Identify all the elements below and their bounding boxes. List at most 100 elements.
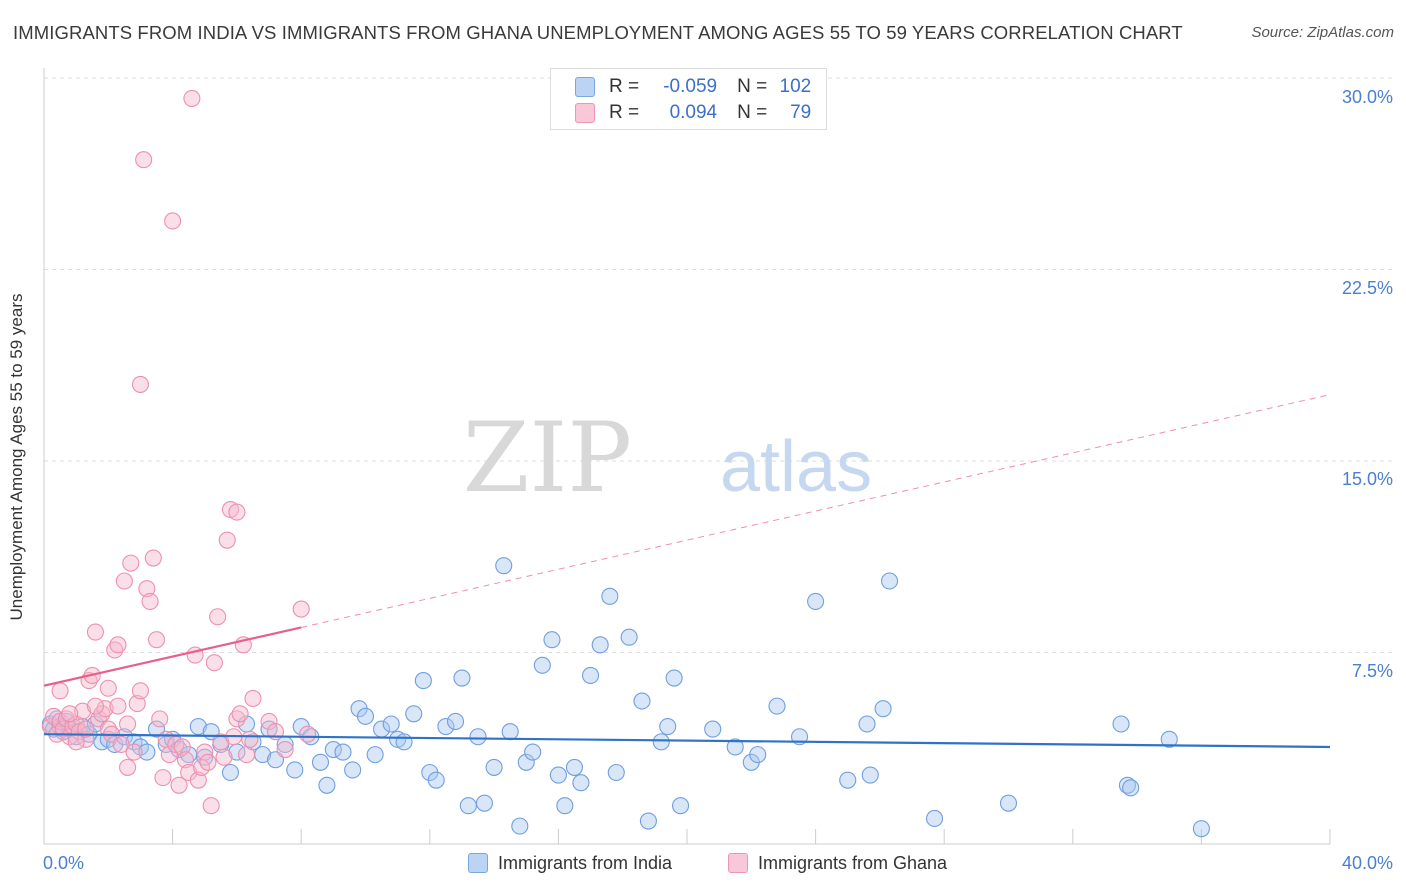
ghana-point	[199, 753, 217, 771]
india-point	[659, 717, 677, 736]
india-point	[286, 761, 304, 779]
india-point	[639, 812, 657, 830]
ghana-point	[112, 735, 130, 753]
india-point	[620, 628, 638, 646]
watermark-atlas: atlas	[720, 427, 872, 507]
ghana-point	[231, 705, 249, 723]
ghana-point	[292, 600, 310, 618]
india-point	[807, 592, 825, 610]
ghana-point	[154, 769, 172, 787]
legend-swatch-ghana	[728, 853, 748, 873]
india-point	[501, 723, 519, 741]
ghana-point	[164, 212, 182, 230]
y-tick-label: 7.5%	[1351, 661, 1393, 681]
n-value: 102	[779, 76, 812, 97]
r-label: R =	[609, 76, 640, 97]
ghana-point	[176, 751, 195, 769]
ghana-point	[218, 531, 236, 549]
ghana-point	[138, 580, 156, 598]
ghana-point	[86, 697, 104, 715]
x-tick-label-max: 40.0%	[1341, 853, 1393, 873]
india-point	[382, 715, 400, 733]
ghana-point	[119, 758, 137, 776]
india-point	[543, 631, 561, 649]
ghana-point	[151, 710, 169, 728]
india-point	[437, 717, 455, 736]
india-point	[344, 761, 362, 779]
india-point	[524, 743, 542, 761]
ghana-point	[109, 636, 127, 654]
india-point	[601, 587, 619, 605]
india-point	[138, 743, 156, 761]
india-point	[704, 720, 722, 738]
india-point	[1118, 776, 1137, 794]
ghana-point	[115, 572, 133, 590]
gridlines	[44, 77, 1393, 653]
trend-lines	[43, 394, 1331, 749]
india-point	[485, 758, 503, 776]
ghana-point	[135, 151, 153, 169]
india-point	[311, 753, 330, 771]
ghana-trend-line	[43, 626, 302, 687]
india-point	[633, 692, 651, 710]
india-point	[549, 766, 567, 784]
ghana-point	[241, 730, 259, 748]
ghana-point	[61, 705, 79, 723]
ghana-point	[299, 725, 317, 743]
ghana-point	[122, 554, 140, 572]
india-point	[880, 572, 899, 590]
ghana-point	[141, 592, 159, 610]
ghana-point	[77, 720, 95, 738]
ghana-point	[147, 631, 166, 649]
ghana-point	[260, 712, 278, 730]
correlation-stats-box: R = -0.059 N = 102 R = 0.094 N = 79	[550, 68, 827, 130]
india-point	[572, 774, 590, 792]
india-point	[556, 797, 574, 815]
ghana-point	[119, 715, 137, 733]
india-point	[726, 738, 744, 756]
y-tick-label: 15.0%	[1341, 469, 1393, 489]
ghana-point	[106, 641, 124, 659]
ghana-point	[131, 682, 149, 700]
legend-label-india: Immigrants from India	[498, 852, 673, 873]
series-india	[41, 557, 1210, 838]
india-point	[427, 771, 445, 789]
ghana-point	[183, 89, 201, 107]
india-point	[366, 746, 384, 764]
watermark-zip: ZIP	[463, 402, 632, 514]
india-point	[196, 748, 214, 766]
axes	[43, 68, 1331, 845]
india-point	[395, 733, 413, 751]
india-point	[356, 707, 375, 725]
india-point	[1160, 730, 1178, 748]
india-swatch	[575, 77, 595, 97]
legend-item-india[interactable]: Immigrants from India	[468, 851, 672, 875]
india-point	[189, 717, 207, 736]
india-trend-line	[43, 733, 1331, 749]
x-tick-label-min: 0.0%	[43, 853, 85, 873]
india-point	[874, 700, 892, 718]
india-point	[926, 809, 944, 828]
ghana-point	[109, 697, 127, 715]
india-point	[768, 697, 786, 715]
ghana-point	[189, 771, 207, 789]
n-label: N =	[737, 102, 768, 123]
india-point	[517, 753, 535, 771]
stats-row-ghana: R = 0.094 N = 79	[575, 100, 811, 126]
india-point	[861, 766, 879, 784]
india-point	[581, 666, 600, 685]
chart-title: IMMIGRANTS FROM INDIA VS IMMIGRANTS FROM…	[13, 22, 1183, 43]
india-point	[459, 797, 477, 815]
india-point	[334, 743, 352, 761]
legend-swatch-india	[468, 853, 488, 873]
n-label: N =	[737, 76, 768, 97]
india-point	[170, 740, 188, 759]
ghana-swatch	[575, 103, 595, 123]
india-point	[749, 746, 767, 764]
r-value: 0.094	[669, 102, 718, 123]
ghana-point	[99, 679, 117, 697]
r-value: -0.059	[663, 76, 718, 97]
legend-item-ghana[interactable]: Immigrants from Ghana	[728, 851, 947, 875]
ghana-point	[205, 654, 223, 672]
